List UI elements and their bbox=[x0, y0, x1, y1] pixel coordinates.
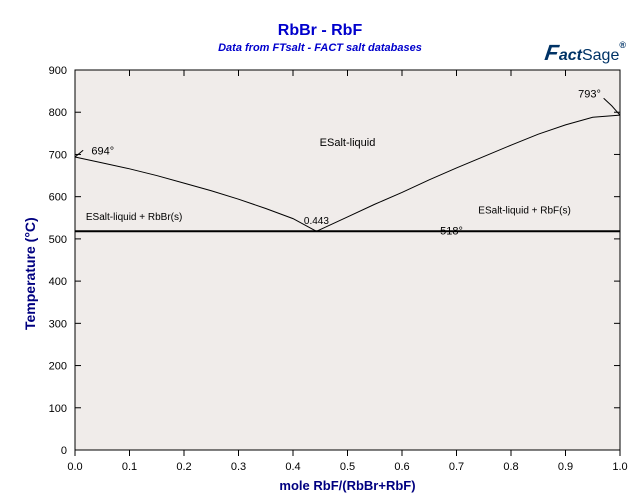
y-tick-label: 100 bbox=[49, 403, 67, 415]
y-tick-label: 800 bbox=[49, 107, 67, 119]
y-tick-label: 300 bbox=[49, 318, 67, 330]
x-tick-label: 0.9 bbox=[558, 461, 573, 473]
x-tick-label: 0.6 bbox=[394, 461, 409, 473]
y-tick-label: 400 bbox=[49, 276, 67, 288]
annotation: ESalt-liquid bbox=[320, 137, 376, 149]
annotation: 518° bbox=[440, 226, 463, 238]
y-tick-label: 700 bbox=[49, 149, 67, 161]
y-tick-label: 200 bbox=[49, 361, 67, 373]
x-tick-label: 0.7 bbox=[449, 461, 464, 473]
annotation: ESalt-liquid + RbF(s) bbox=[478, 206, 571, 217]
x-tick-label: 0.2 bbox=[176, 461, 191, 473]
x-tick-label: 0.5 bbox=[340, 461, 355, 473]
x-tick-label: 0.8 bbox=[503, 461, 518, 473]
phase-diagram: 0.0 0.1 0.2 0.3 0.4 0.5 0.6 0.7 0.8 0.9 1.0 0 100 200… bbox=[0, 0, 640, 504]
annotation: 793° bbox=[578, 88, 601, 100]
y-tick-label: 0 bbox=[61, 445, 67, 457]
x-tick-label: 1.0 bbox=[612, 461, 627, 473]
x-tick-label: 0.1 bbox=[122, 461, 137, 473]
annotation: 0.443 bbox=[304, 216, 329, 227]
x-tick-label: 0.3 bbox=[231, 461, 246, 473]
x-tick-label: 0.0 bbox=[67, 461, 82, 473]
y-tick-label: 500 bbox=[49, 234, 67, 246]
plot-background bbox=[75, 70, 620, 450]
annotation: ESalt-liquid + RbBr(s) bbox=[86, 212, 182, 223]
y-tick-label: 900 bbox=[49, 65, 67, 77]
y-tick-label: 600 bbox=[49, 192, 67, 204]
x-tick-label: 0.4 bbox=[285, 461, 300, 473]
annotation: 694° bbox=[91, 145, 114, 157]
